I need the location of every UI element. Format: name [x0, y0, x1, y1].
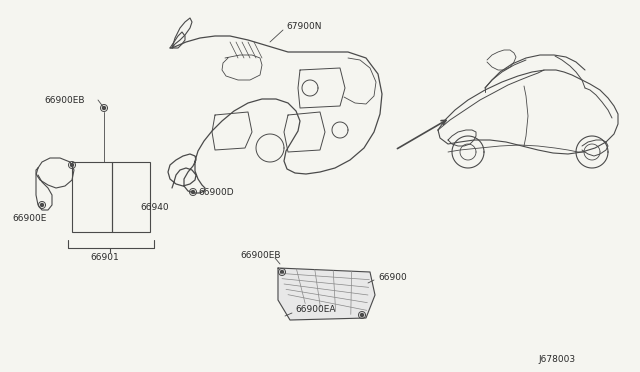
Text: 66901: 66901 — [90, 253, 119, 262]
Text: 67900N: 67900N — [286, 22, 321, 31]
Text: 66900D: 66900D — [198, 187, 234, 196]
Bar — [112, 162, 150, 232]
Text: 66900EB: 66900EB — [44, 96, 84, 105]
Text: 66940: 66940 — [140, 202, 168, 212]
Polygon shape — [360, 314, 364, 317]
Text: 66900EB: 66900EB — [240, 250, 280, 260]
Bar — [72, 162, 112, 232]
Polygon shape — [278, 268, 375, 320]
Polygon shape — [70, 164, 74, 167]
Text: 66900: 66900 — [378, 273, 407, 282]
Polygon shape — [191, 190, 195, 193]
Polygon shape — [40, 203, 44, 206]
Polygon shape — [102, 106, 106, 109]
Polygon shape — [280, 270, 284, 273]
Text: 66900EA: 66900EA — [295, 305, 335, 314]
Text: J678003: J678003 — [538, 356, 575, 365]
Text: 66900E: 66900E — [12, 214, 46, 222]
